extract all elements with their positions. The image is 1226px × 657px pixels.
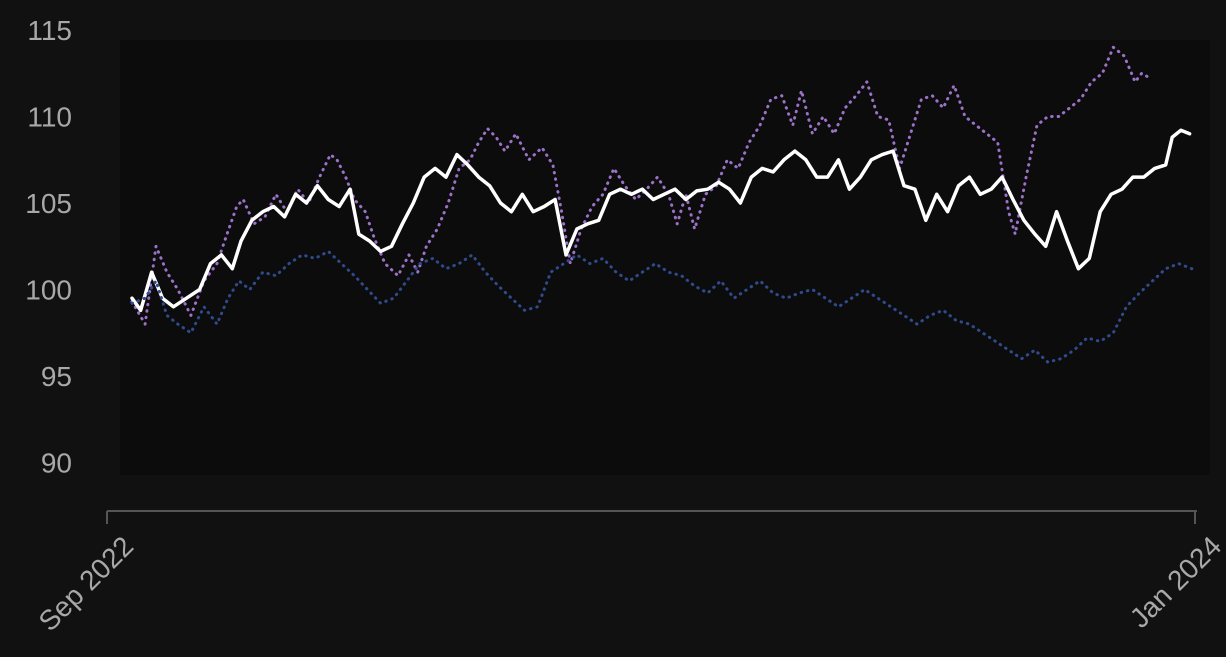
y-tick-label: 105	[25, 188, 72, 219]
y-axis: 115 110 105 100 95 90	[25, 15, 72, 479]
series-layer	[130, 45, 1194, 364]
series-line-solid	[130, 128, 1192, 313]
y-tick-label: 110	[27, 102, 72, 133]
y-tick-label: 100	[25, 275, 72, 306]
y-tick-label: 115	[27, 15, 72, 46]
plot-area	[120, 40, 1210, 475]
x-tick-label: Sep 2022	[33, 530, 140, 637]
y-tick-label: 90	[41, 448, 72, 479]
x-tick-label: Jan 2024	[1124, 530, 1226, 633]
x-axis: Sep 2022 Jan 2024	[33, 510, 1226, 637]
y-tick-label: 95	[41, 361, 72, 392]
